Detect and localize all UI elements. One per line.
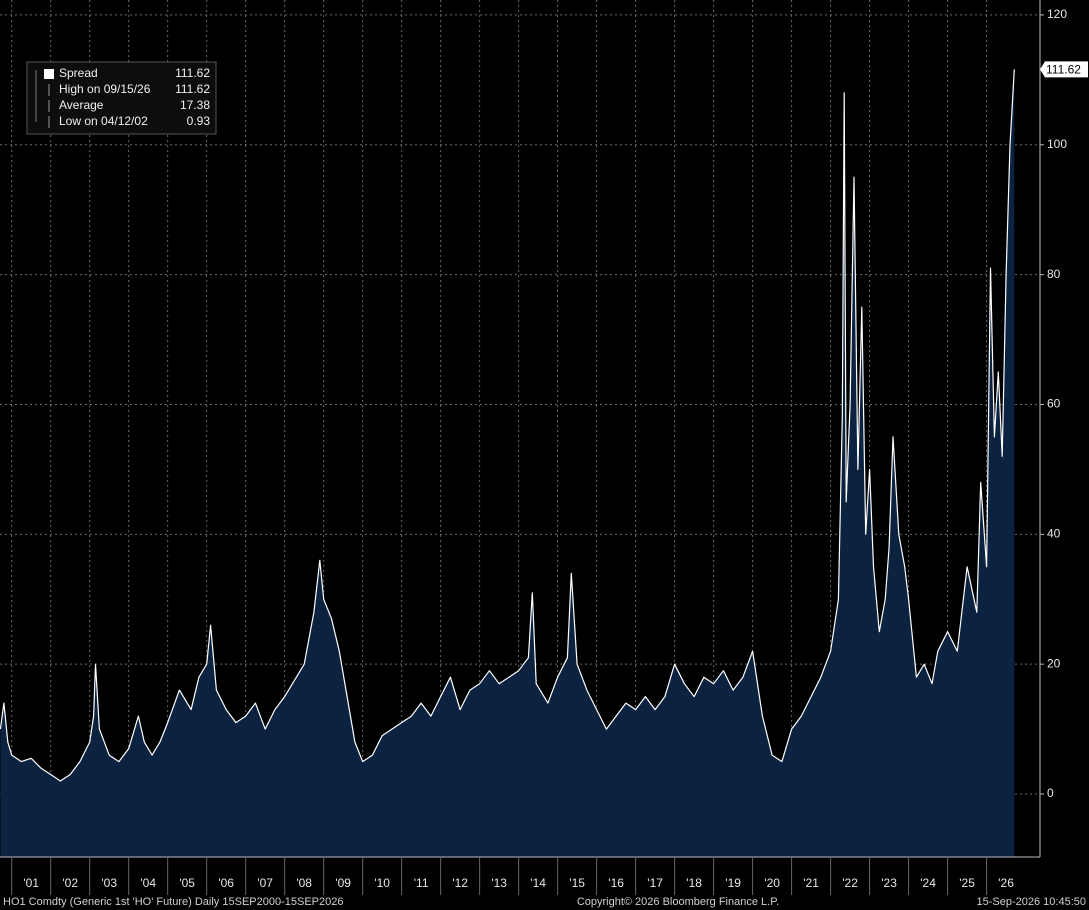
footer-right: 15-Sep-2026 10:45:50 bbox=[977, 896, 1086, 908]
x-tick-label: '05 bbox=[179, 876, 195, 890]
x-tick-label: '11 bbox=[414, 876, 429, 890]
y-tick-label: 0 bbox=[1047, 786, 1054, 800]
legend-label: Low on 04/12/02 bbox=[59, 114, 148, 128]
x-tick-label: '16 bbox=[608, 876, 624, 890]
x-tick-label: '08 bbox=[296, 876, 312, 890]
legend: Spread 111.62 High on 09/15/26 111.62 Averag… bbox=[26, 61, 217, 135]
x-tick-label: '02 bbox=[62, 876, 78, 890]
y-tick-label: 80 bbox=[1047, 267, 1061, 281]
x-tick-label: '06 bbox=[218, 876, 234, 890]
y-tick-label: 120 bbox=[1047, 7, 1067, 21]
last-value-tag bbox=[1040, 61, 1088, 78]
x-tick-label: '04 bbox=[140, 876, 156, 890]
x-tick-label: '14 bbox=[530, 876, 546, 890]
plot-area bbox=[0, 0, 1040, 858]
x-tick-label: '12 bbox=[452, 876, 468, 890]
y-tick-label: 40 bbox=[1047, 526, 1061, 540]
x-tick-label: '19 bbox=[725, 876, 741, 890]
legend-value: 111.62 bbox=[175, 66, 210, 80]
y-tick-label: 100 bbox=[1047, 137, 1067, 151]
x-tick-label: '26 bbox=[998, 876, 1014, 890]
legend-box bbox=[26, 61, 217, 135]
x-tick-label: '24 bbox=[920, 876, 936, 890]
legend-value: 0.93 bbox=[187, 114, 211, 128]
x-tick-label: '13 bbox=[491, 876, 507, 890]
legend-swatch bbox=[44, 69, 54, 79]
x-tick-label: '20 bbox=[764, 876, 780, 890]
x-tick-label: '25 bbox=[959, 876, 975, 890]
x-tick-label: '10 bbox=[374, 876, 390, 890]
x-tick-label: '22 bbox=[842, 876, 858, 890]
legend-value: 17.38 bbox=[180, 98, 210, 112]
x-tick-label: '21 bbox=[803, 876, 819, 890]
x-tick-label: '17 bbox=[647, 876, 663, 890]
legend-label: High on 09/15/26 bbox=[59, 82, 151, 96]
footer-left: HO1 Comdty (Generic 1st 'HO' Future) Dai… bbox=[3, 896, 343, 908]
x-tick-label: '15 bbox=[569, 876, 585, 890]
x-tick-label: '03 bbox=[101, 876, 117, 890]
y-tick-label: 60 bbox=[1047, 397, 1061, 411]
legend-label: Spread bbox=[59, 66, 98, 80]
legend-label: Average bbox=[59, 98, 104, 112]
y-tick-label: 20 bbox=[1047, 656, 1061, 670]
x-tick-label: '18 bbox=[686, 876, 702, 890]
footer-center: Copyright© 2026 Bloomberg Finance L.P. bbox=[577, 896, 779, 908]
area bbox=[0, 69, 1015, 858]
last-value-label: 111.62 bbox=[1046, 63, 1081, 77]
x-tick-label: '01 bbox=[23, 876, 39, 890]
x-tick-label: '23 bbox=[881, 876, 897, 890]
x-tick-label: '07 bbox=[257, 876, 273, 890]
legend-value: 111.62 bbox=[175, 82, 210, 96]
x-tick-label: '09 bbox=[335, 876, 351, 890]
line bbox=[0, 69, 1015, 782]
